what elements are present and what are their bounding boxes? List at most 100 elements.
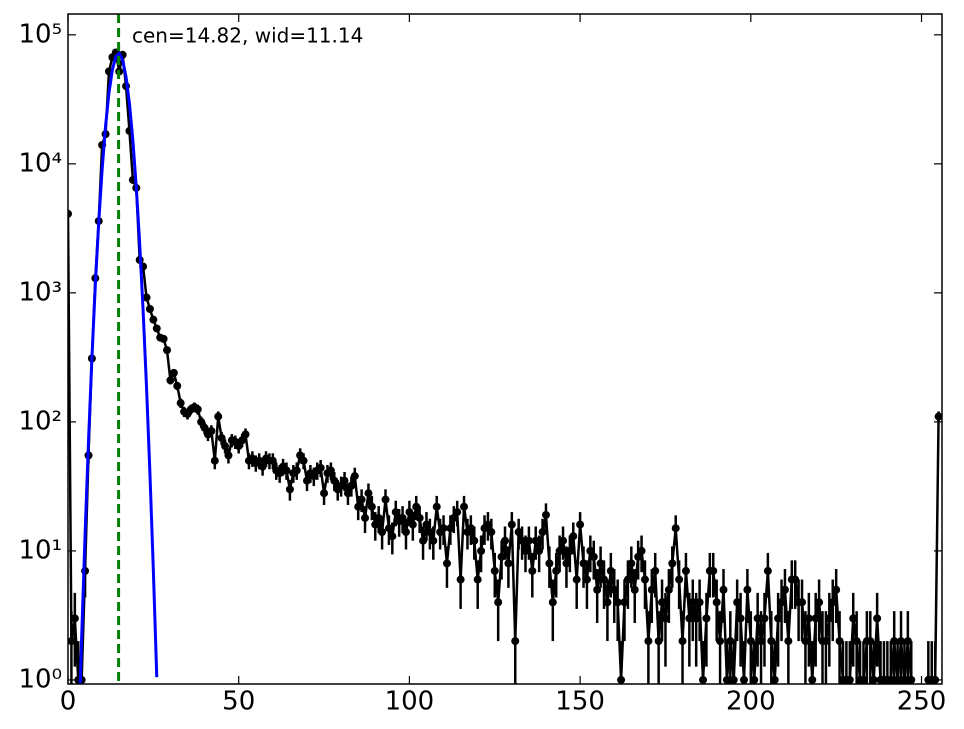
data-point — [193, 405, 202, 414]
data-point — [320, 489, 329, 498]
data-point — [825, 614, 834, 623]
data-point — [364, 489, 373, 498]
data-point — [285, 485, 294, 494]
data-point — [316, 463, 325, 472]
data-point — [497, 552, 506, 561]
marks-layer — [68, 14, 942, 684]
data-point — [750, 675, 759, 684]
data-point — [545, 559, 554, 568]
data-point — [518, 536, 527, 545]
data-point — [600, 575, 609, 584]
data-point — [647, 585, 656, 594]
data-point — [405, 508, 414, 517]
data-point — [398, 513, 407, 522]
data-point — [169, 368, 178, 377]
data-point — [886, 675, 895, 684]
data-point — [432, 502, 441, 511]
data-point — [777, 598, 786, 607]
data-point — [214, 412, 223, 421]
data-point — [238, 436, 247, 445]
data-point — [634, 552, 643, 561]
data-point — [716, 637, 725, 646]
data-point — [828, 598, 837, 607]
data-point — [381, 495, 390, 504]
data-point — [589, 552, 598, 561]
data-point — [849, 614, 858, 623]
data-point — [548, 598, 557, 607]
axes-frame — [67, 13, 943, 685]
data-point — [671, 524, 680, 533]
data-point — [449, 513, 458, 522]
data-point — [347, 481, 356, 490]
data-point — [644, 637, 653, 646]
data-point — [743, 585, 752, 594]
data-point — [658, 598, 667, 607]
data-point — [668, 559, 677, 568]
data-point — [603, 598, 612, 607]
data-point — [640, 575, 649, 584]
x-tick-label: 200 — [726, 687, 776, 717]
data-point — [552, 566, 561, 575]
data-point — [582, 575, 591, 584]
data-point — [613, 598, 622, 607]
data-point — [541, 510, 550, 519]
data-point — [200, 423, 209, 432]
data-point — [815, 598, 824, 607]
data-point — [419, 536, 428, 545]
data-point — [586, 546, 595, 555]
data-point — [350, 472, 359, 481]
data-point — [866, 637, 875, 646]
data-point — [623, 575, 632, 584]
data-point — [675, 575, 684, 584]
annotation: cen=14.82, wid=11.14 — [132, 24, 363, 48]
data-point — [845, 675, 854, 684]
data-point — [159, 334, 168, 343]
data-point — [210, 456, 219, 465]
data-point — [565, 546, 574, 555]
data-point — [934, 412, 942, 421]
data-point — [221, 442, 230, 451]
data-point — [197, 417, 206, 426]
data-point — [494, 598, 503, 607]
data-point — [770, 675, 779, 684]
data-point — [651, 566, 660, 575]
data-point — [729, 675, 738, 684]
data-point — [378, 528, 387, 537]
data-point — [760, 614, 769, 623]
plot-area — [68, 14, 942, 684]
data-point — [606, 566, 615, 575]
data-point — [763, 566, 772, 575]
data-point — [712, 598, 721, 607]
data-point — [415, 513, 424, 522]
data-point — [371, 520, 380, 529]
fit-curve — [78, 50, 159, 684]
data-point — [483, 520, 492, 529]
data-point — [456, 575, 465, 584]
data-point — [453, 508, 462, 517]
data-point — [576, 520, 585, 529]
data-point — [661, 614, 670, 623]
data-point — [757, 637, 766, 646]
data-point — [804, 614, 813, 623]
y-tick-label: 10³ — [18, 277, 62, 307]
data-point — [739, 675, 748, 684]
data-point — [384, 524, 393, 533]
x-tick-label: 0 — [60, 687, 77, 717]
data-point — [535, 546, 544, 555]
data-point — [746, 637, 755, 646]
data-point — [538, 528, 547, 537]
x-tick-label: 100 — [385, 687, 435, 717]
data-point — [593, 585, 602, 594]
data-point — [524, 536, 533, 545]
data-point — [678, 637, 687, 646]
data-point — [511, 637, 520, 646]
data-point — [555, 546, 564, 555]
data-point — [907, 675, 916, 684]
data-point — [637, 546, 646, 555]
x-tick-label: 50 — [222, 687, 255, 717]
data-point — [282, 466, 291, 475]
data-point — [241, 430, 250, 439]
data-point — [699, 675, 708, 684]
data-point — [753, 614, 762, 623]
